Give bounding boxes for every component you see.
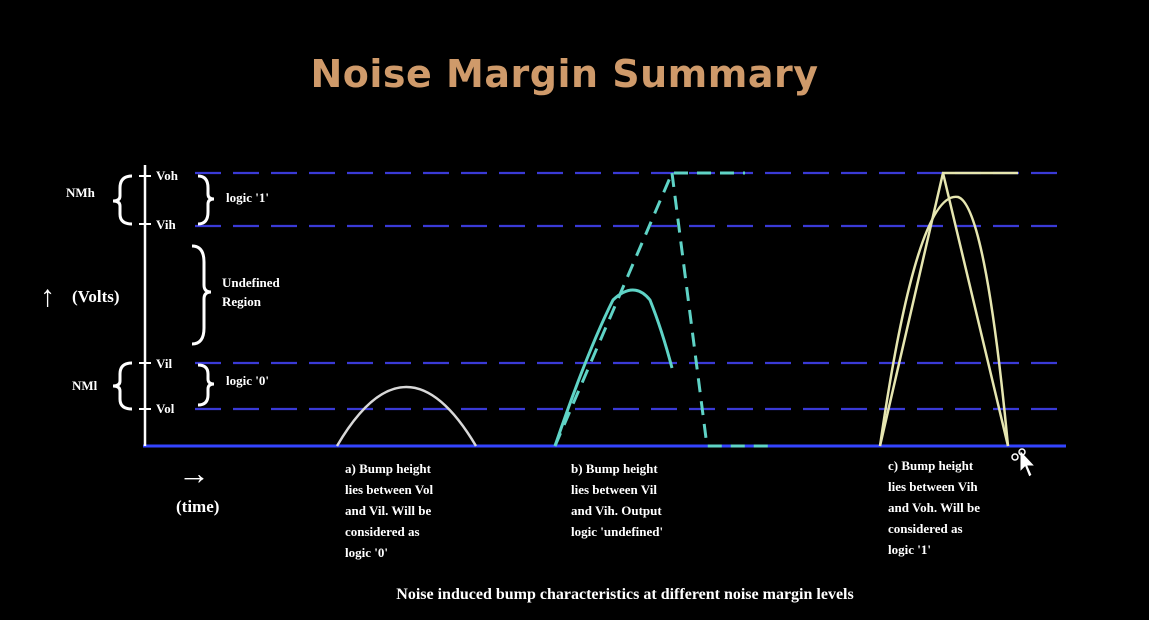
nmh-label: NMh: [66, 185, 96, 200]
svg-text:considered as: considered as: [345, 524, 420, 539]
diagram-footer-caption: Noise induced bump characteristics at di…: [396, 586, 853, 603]
svg-text:lies between Vil: lies between Vil: [571, 482, 657, 497]
vih-label: Vih: [156, 217, 177, 232]
axis-ticks: [139, 175, 151, 410]
undefined-brace: [191, 244, 212, 346]
svg-text:lies between Vih: lies between Vih: [888, 479, 978, 494]
svg-text:lies between Vol: lies between Vol: [345, 482, 434, 497]
y-axis-label: (Volts): [72, 287, 120, 306]
nml-brace: [112, 361, 133, 411]
svg-text:logic '1': logic '1': [888, 542, 931, 557]
logic1-label: logic '1': [226, 190, 269, 205]
level-lines: [195, 171, 1062, 411]
up-arrow-icon: ↑: [40, 280, 55, 313]
nmh-brace: [112, 174, 133, 226]
svg-text:and Voh. Will be: and Voh. Will be: [888, 500, 980, 515]
svg-text:logic '0': logic '0': [345, 545, 388, 560]
caption-a: a) Bump height lies between Vol and Vil.…: [345, 461, 434, 560]
caption-c: c) Bump height lies between Vih and Voh.…: [888, 458, 980, 557]
nml-label: NMl: [72, 378, 98, 393]
mouse-pointer-icon: [1011, 448, 1037, 478]
bump-a: [335, 385, 478, 447]
undefined-label-line1: Undefined: [222, 275, 281, 290]
voh-label: Voh: [156, 168, 179, 183]
svg-text:considered as: considered as: [888, 521, 963, 536]
bump-b-output-dashed: [553, 171, 775, 448]
undefined-label-line2: Region: [222, 294, 262, 309]
bump-b-input: [553, 288, 674, 447]
logic0-label: logic '0': [226, 373, 269, 388]
logic0-brace: [197, 363, 215, 407]
caption-b: b) Bump height lies between Vil and Vih.…: [571, 461, 663, 539]
svg-text:b) Bump height: b) Bump height: [571, 461, 658, 476]
page-title: Noise Margin Summary: [310, 52, 819, 96]
svg-text:c) Bump height: c) Bump height: [888, 458, 974, 473]
svg-text:logic 'undefined': logic 'undefined': [571, 524, 663, 539]
x-axis-label: (time): [176, 497, 219, 516]
vil-label: Vil: [156, 356, 173, 371]
svg-text:and Vil. Will be: and Vil. Will be: [345, 503, 431, 518]
vol-label: Vol: [156, 401, 175, 416]
right-arrow-icon: →: [178, 455, 210, 491]
logic1-brace: [197, 174, 215, 226]
svg-text:a) Bump height: a) Bump height: [345, 461, 432, 476]
svg-text:and Vih. Output: and Vih. Output: [571, 503, 662, 518]
bump-c-input: [878, 195, 1010, 447]
bump-c-output: [878, 171, 1018, 447]
